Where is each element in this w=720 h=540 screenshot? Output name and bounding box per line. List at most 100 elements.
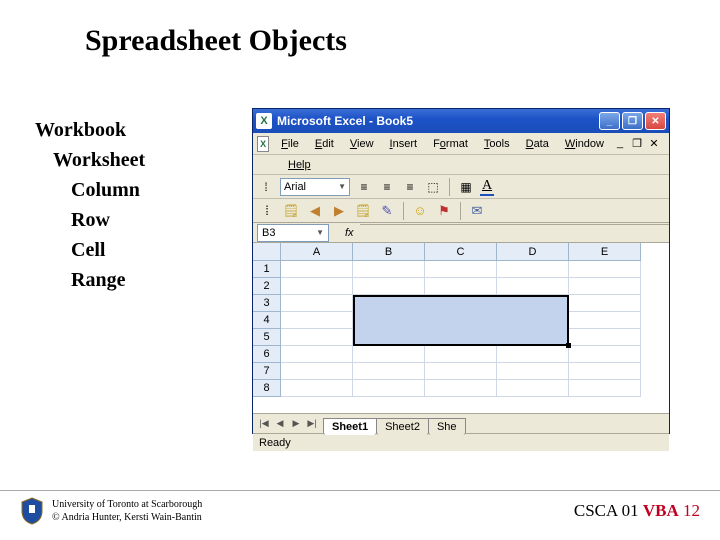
excel-window: X Microsoft Excel - Book5 _ ❐ ✕ X File E… <box>252 108 670 434</box>
menu-data[interactable]: Data <box>519 136 556 152</box>
tab-next-icon[interactable]: ▶ <box>289 418 303 429</box>
align-left-icon[interactable]: ≡ <box>355 178 373 196</box>
align-right-icon[interactable]: ≡ <box>401 178 419 196</box>
chevron-down-icon: ▼ <box>316 228 324 237</box>
titlebar[interactable]: X Microsoft Excel - Book5 _ ❐ ✕ <box>253 109 669 133</box>
tab-last-icon[interactable]: ▶| <box>305 418 319 429</box>
toolbar-overflow-icon[interactable]: ⁞ <box>257 201 277 221</box>
titlebar-text: Microsoft Excel - Book5 <box>277 114 597 128</box>
col-header-a[interactable]: A <box>281 243 353 261</box>
separator <box>449 178 450 196</box>
sheet-tab-strip: |◀ ◀ ▶ ▶| Sheet1 Sheet2 She <box>253 413 669 433</box>
font-name: Arial <box>284 181 306 193</box>
chevron-down-icon: ▼ <box>338 182 346 191</box>
hierarchy-row: Row <box>35 205 145 235</box>
footer-page: 12 <box>683 501 700 520</box>
menu-tools[interactable]: Tools <box>477 136 517 152</box>
reviewing-toolbar: ⁞ 🗒 ◀ ▶ 🗒 ✎ ☺ ⚑ ✉ <box>253 199 669 223</box>
status-bar: Ready <box>253 433 669 451</box>
slide-title: Spreadsheet Objects <box>85 24 347 58</box>
fx-icon[interactable]: fx <box>345 227 354 239</box>
separator <box>403 202 404 220</box>
sheet-tab-1[interactable]: Sheet1 <box>323 418 377 435</box>
hierarchy-cell: Cell <box>35 235 145 265</box>
align-center-icon[interactable]: ≡ <box>378 178 396 196</box>
footer-right: CSCA 01 VBA 12 <box>574 501 700 521</box>
minimize-button[interactable]: _ <box>599 112 620 130</box>
row-header-5[interactable]: 5 <box>253 329 281 346</box>
tab-prev-icon[interactable]: ◀ <box>273 418 287 429</box>
mail-icon[interactable]: ✉ <box>467 201 487 221</box>
prev-comment-icon[interactable]: ◀ <box>305 201 325 221</box>
hierarchy-worksheet: Worksheet <box>35 145 145 175</box>
row-header-8[interactable]: 8 <box>253 380 281 397</box>
toolbar-overflow-icon[interactable]: ⁞ <box>257 178 275 196</box>
row-header-3[interactable]: 3 <box>253 295 281 312</box>
col-header-b[interactable]: B <box>353 243 425 261</box>
footer-text: University of Toronto at Scarborough © A… <box>52 498 202 524</box>
doc-minimize-button[interactable]: _ <box>613 137 627 150</box>
footer-course: CSCA 01 <box>574 501 639 520</box>
doc-close-button[interactable]: ✕ <box>647 137 661 150</box>
name-box-value: B3 <box>262 227 275 239</box>
tab-nav: |◀ ◀ ▶ ▶| <box>253 418 323 429</box>
footer-university: University of Toronto at Scarborough <box>52 498 202 511</box>
menubar: X File Edit View Insert Format Tools Dat… <box>253 133 669 155</box>
row-header-4[interactable]: 4 <box>253 312 281 329</box>
close-button[interactable]: ✕ <box>645 112 666 130</box>
row-header-7[interactable]: 7 <box>253 363 281 380</box>
hierarchy-range: Range <box>35 265 145 295</box>
cells-area[interactable] <box>281 261 669 397</box>
borders-icon[interactable]: ▦ <box>457 178 475 196</box>
formula-bar: B3 ▼ fx <box>253 223 669 243</box>
menu-file[interactable]: File <box>274 136 306 152</box>
row-header-1[interactable]: 1 <box>253 261 281 278</box>
menu-format[interactable]: Format <box>426 136 475 152</box>
next-comment-icon[interactable]: ▶ <box>329 201 349 221</box>
menu-edit[interactable]: Edit <box>308 136 341 152</box>
separator <box>460 202 461 220</box>
footer-copyright: © Andria Hunter, Kersti Wain-Bantin <box>52 511 202 524</box>
merge-icon[interactable]: ⬚ <box>424 178 442 196</box>
slide-footer: University of Toronto at Scarborough © A… <box>0 490 720 530</box>
row-headers: 1 2 3 4 5 6 7 8 <box>253 261 281 397</box>
select-all-corner[interactable] <box>253 243 281 261</box>
workbook-icon: X <box>257 136 269 152</box>
font-color-a-icon: A <box>482 178 492 194</box>
row-header-2[interactable]: 2 <box>253 278 281 295</box>
doc-restore-button[interactable]: ❐ <box>630 137 644 150</box>
maximize-button[interactable]: ❐ <box>622 112 643 130</box>
font-selector[interactable]: Arial ▼ <box>280 178 350 196</box>
tab-first-icon[interactable]: |◀ <box>257 418 271 429</box>
object-hierarchy: Workbook Worksheet Column Row Cell Range <box>35 115 145 295</box>
name-box[interactable]: B3 ▼ <box>257 224 329 242</box>
row-header-6[interactable]: 6 <box>253 346 281 363</box>
footer-topic: VBA <box>643 501 679 520</box>
range-selection <box>353 295 569 346</box>
doc-window-buttons: _ ❐ ✕ <box>613 137 665 150</box>
sheet-tab-2[interactable]: Sheet2 <box>376 418 429 435</box>
sheet-tab-3[interactable]: She <box>428 418 466 435</box>
column-headers: A B C D E <box>253 243 669 261</box>
menu-window[interactable]: Window <box>558 136 611 152</box>
col-header-e[interactable]: E <box>569 243 641 261</box>
flag-icon[interactable]: ⚑ <box>434 201 454 221</box>
col-header-d[interactable]: D <box>497 243 569 261</box>
ink-icon[interactable]: ✎ <box>377 201 397 221</box>
worksheet-grid: A B C D E 1 2 3 4 5 6 7 8 <box>253 243 669 413</box>
hierarchy-column: Column <box>35 175 145 205</box>
formula-input[interactable] <box>360 224 669 242</box>
col-header-c[interactable]: C <box>425 243 497 261</box>
menu-insert[interactable]: Insert <box>383 136 425 152</box>
formatting-toolbar: ⁞ Arial ▼ ≡ ≡ ≡ ⬚ ▦ A <box>253 175 669 199</box>
show-comment-icon[interactable]: 🗒 <box>353 201 373 221</box>
hierarchy-workbook: Workbook <box>35 115 145 145</box>
smiley-icon[interactable]: ☺ <box>410 201 430 221</box>
fill-handle[interactable] <box>566 343 571 348</box>
university-crest-icon <box>20 497 44 525</box>
menubar-row2: Help <box>253 155 669 175</box>
menu-help[interactable]: Help <box>288 159 311 171</box>
font-color-button[interactable]: A <box>480 178 494 196</box>
new-comment-icon[interactable]: 🗒 <box>281 201 301 221</box>
menu-view[interactable]: View <box>343 136 381 152</box>
